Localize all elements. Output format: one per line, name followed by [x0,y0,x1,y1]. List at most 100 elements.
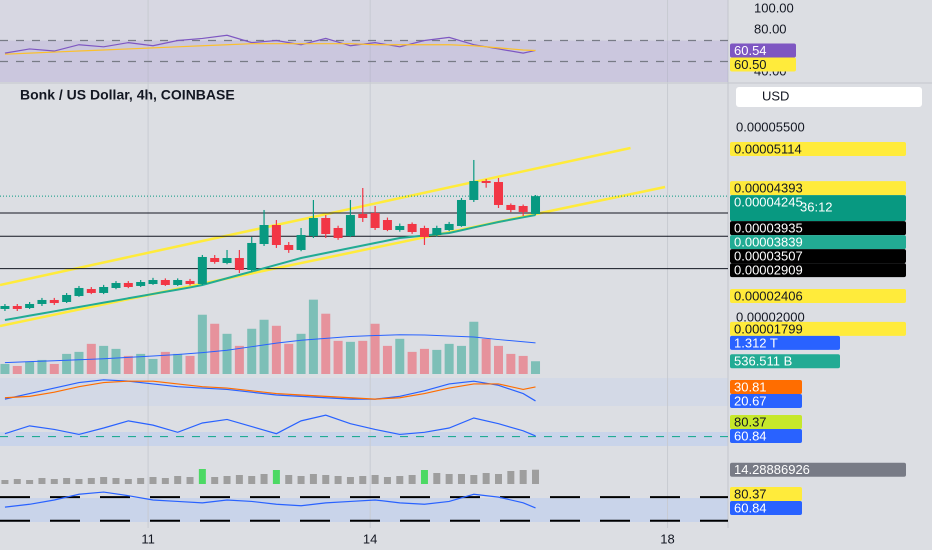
candle-body [308,218,318,236]
badge-label: 30.81 [734,379,767,394]
line [0,146,631,287]
histogram-bar [445,474,453,484]
countdown: 36:12 [800,200,833,215]
badge-label: 0.00003935 [734,221,803,236]
candle-body [12,306,22,309]
price-badge [730,486,802,501]
currency[interactable]: USD [762,88,789,103]
volume-bar [62,353,72,374]
candle-body [222,258,232,264]
candle-body [173,279,183,285]
volume-bar [234,345,244,374]
histogram-bar [519,470,527,484]
candle-body [160,279,170,285]
volume-bar [185,355,195,374]
price-badge [730,429,802,444]
price-badge [730,321,906,336]
volume-bar [37,359,47,374]
histogram-bar [396,476,404,484]
y-tick-label: 100.00 [754,0,794,15]
histogram-bar [309,474,317,484]
candle-body [247,242,257,271]
volume-bar [284,343,294,374]
candle-body [370,213,380,228]
candle-body [37,299,47,304]
histogram-bar [87,478,95,484]
candle-body [284,244,294,250]
candle-body [531,196,541,214]
volume-bar [74,351,84,374]
candle-body [210,258,220,262]
histogram-bar [297,476,305,484]
histogram-bar [272,470,280,484]
volume-bar [111,348,121,374]
volume-bar [173,353,183,374]
candle-body [469,180,479,200]
histogram-bar [260,474,268,484]
histogram-bar [161,478,169,484]
y-tick-label: 0.00005500 [736,119,805,134]
candle-body [197,256,207,285]
badge-label: 0.00003839 [734,235,803,250]
line [0,185,666,328]
volume-bar [197,314,207,374]
volume-bar [469,321,479,374]
histogram-bar [532,469,540,484]
histogram-bar [198,469,206,484]
candle-body [271,225,281,245]
candle-body [456,199,466,226]
histogram-bar [470,475,478,484]
badge-label: 0.00004245 [734,195,803,210]
price-badge [730,235,906,250]
candle-body [444,223,454,230]
candle-body [99,287,109,293]
histogram-bar [50,479,58,484]
candle-body [234,258,244,271]
volume-bar [444,343,454,374]
price-badge [730,379,802,394]
volume-bar [407,351,417,374]
histogram-bar [482,473,490,484]
volume-bar [247,328,257,374]
volume-bar [506,353,516,374]
x-tick-label: 18 [660,531,674,546]
volume-bar [419,348,429,374]
candle-body [345,215,355,236]
price-badge [730,288,906,303]
volume-bar [518,355,528,374]
currency-box[interactable] [736,87,922,107]
price-badge [730,393,802,408]
histogram-bar [494,474,502,484]
volume-bar [222,333,232,374]
badge-label: 0.00002909 [734,263,803,278]
badge-label: 60.84 [734,428,767,443]
price-badge [730,141,906,156]
price-badge [730,181,906,196]
badge-label: 536.511 B [734,354,792,369]
volume-bar [123,355,133,374]
y-tick-label: 0.00002000 [736,309,805,324]
histogram-bar [285,475,293,484]
band [0,40,728,82]
histogram-bar [507,471,515,484]
candle-body [506,204,516,210]
candle-body [481,180,491,183]
candle-body [321,218,331,235]
line [4,414,536,437]
histogram-bar [346,477,354,484]
volume-bar [136,353,146,374]
line [4,379,536,402]
histogram-bar [322,475,330,484]
volume-bar [382,345,392,374]
candle-body [148,279,158,285]
histogram-bar [211,477,219,484]
volume-bar [358,340,368,374]
stoch-pane [0,378,728,406]
volume-bar [259,319,269,374]
histogram-bar [186,477,194,484]
volume-bar [49,363,59,374]
candle-body [395,225,405,230]
histogram-bar [100,477,108,484]
histogram-bar [137,478,145,484]
price-badge [730,415,802,430]
